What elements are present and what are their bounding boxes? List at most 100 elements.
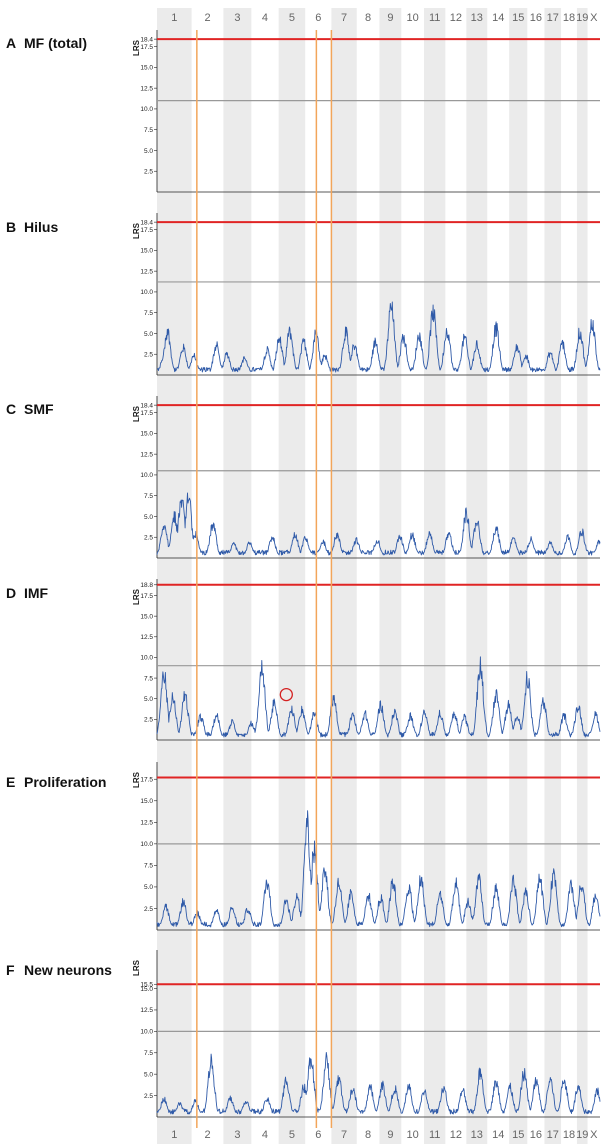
chr-label-top-3: 3 bbox=[234, 12, 240, 24]
y-tick-label: 17.5 bbox=[140, 777, 153, 784]
y-tick-label: 15.5 bbox=[140, 982, 153, 989]
chr-label-top-12: 12 bbox=[450, 12, 462, 24]
chr-label-bottom-3: 3 bbox=[234, 1129, 240, 1141]
chr-label-bottom-15: 15 bbox=[512, 1129, 524, 1141]
lrs-trace bbox=[156, 810, 601, 928]
chr-label-bottom-19: 19 bbox=[576, 1129, 588, 1141]
chr-label-bottom-12: 12 bbox=[450, 1129, 462, 1141]
y-tick-label: 15.0 bbox=[140, 986, 153, 993]
y-axis-label: LRS bbox=[132, 588, 141, 605]
chr-label-bottom-13: 13 bbox=[471, 1129, 483, 1141]
y-tick-label: 12.5 bbox=[140, 268, 153, 275]
y-tick-label: 5.0 bbox=[144, 696, 153, 703]
chromosome-labels-bottom: 1 2 3 4 5 6 7 8 9 10 11 12 13 14 15 16 17 18 19 X bbox=[171, 1129, 598, 1141]
y-tick-label: 17.5 bbox=[140, 410, 153, 417]
y-tick-label: 15.0 bbox=[140, 613, 153, 620]
y-tick-label: 17.5 bbox=[140, 593, 153, 600]
y-tick-label: 7.5 bbox=[144, 493, 153, 500]
chr-label-bottom-14: 14 bbox=[492, 1129, 504, 1141]
y-tick-label: 18.4 bbox=[140, 36, 153, 43]
y-tick-label: 12.5 bbox=[140, 634, 153, 641]
panel-hilus: B Hilus LRS 2.5 5.0 7.5 10.0 12.5 15.0 17.518.4 bbox=[6, 213, 601, 376]
chromosome-bands bbox=[157, 8, 588, 1144]
chr-label-bottom-6: 6 bbox=[315, 1129, 321, 1141]
lrs-trace bbox=[156, 1051, 601, 1115]
y-tick-label: 2.5 bbox=[144, 169, 153, 176]
chromosome-band-17 bbox=[544, 8, 562, 1144]
y-axis-label: LRS bbox=[132, 39, 141, 56]
panel-title: SMF bbox=[24, 401, 54, 417]
y-tick-label: 17.5 bbox=[140, 44, 153, 51]
chromosome-band-19 bbox=[576, 8, 588, 1144]
chr-label-top-14: 14 bbox=[492, 12, 504, 24]
panels: A MF (total) LRS2.55.07.510.012.515.017.51… bbox=[6, 30, 601, 1118]
chromosome-band-15 bbox=[509, 8, 528, 1144]
chr-label-top-1: 1 bbox=[171, 12, 177, 24]
y-tick-label: 10.0 bbox=[140, 289, 153, 296]
lrs-trace bbox=[156, 492, 601, 556]
panel-letter: F bbox=[6, 962, 15, 978]
chromosome-band-13 bbox=[466, 8, 488, 1144]
panel-title: MF (total) bbox=[24, 35, 87, 51]
y-tick-label: 12.5 bbox=[140, 1007, 153, 1014]
chr-label-top-16: 16 bbox=[530, 12, 542, 24]
y-tick-label: 5.0 bbox=[144, 884, 153, 891]
y-tick-label: 15.0 bbox=[140, 798, 153, 805]
y-axis-label: LRS bbox=[132, 771, 141, 788]
chr-label-top-15: 15 bbox=[512, 12, 524, 24]
panel-title: Proliferation bbox=[24, 774, 106, 790]
panel-title: Hilus bbox=[24, 219, 58, 235]
panel-letter: B bbox=[6, 219, 16, 235]
panel-mf-total: A MF (total) LRS 2.5 5.0 7.5 10.0 12.5 15.0 17.51… bbox=[6, 30, 600, 193]
chr-label-top-18: 18 bbox=[563, 12, 575, 24]
y-tick-label: 5.0 bbox=[144, 1071, 153, 1078]
chromosome-labels-top: 1 2 3 4 5 6 7 8 9 10 11 12 13 14 15 16 17 18 19 X bbox=[171, 12, 598, 24]
chr-label-bottom-17: 17 bbox=[547, 1129, 559, 1141]
chr-label-top-X: X bbox=[590, 12, 598, 24]
y-tick-label: 7.5 bbox=[144, 127, 153, 134]
y-axis-label: LRS bbox=[132, 405, 141, 422]
chr-label-bottom-1: 1 bbox=[171, 1129, 177, 1141]
y-tick-label: 15.0 bbox=[140, 431, 153, 438]
chr-label-bottom-7: 7 bbox=[341, 1129, 347, 1141]
chromosome-band-11 bbox=[424, 8, 446, 1144]
panel-letter: E bbox=[6, 774, 15, 790]
panel-title: IMF bbox=[24, 585, 49, 601]
y-tick-label: 10.0 bbox=[140, 472, 153, 479]
chromosome-band-1 bbox=[157, 8, 192, 1144]
panel-letter: C bbox=[6, 401, 16, 417]
y-tick-label: 5.0 bbox=[144, 331, 153, 338]
chr-label-top-4: 4 bbox=[262, 12, 268, 24]
y-tick-label: 2.5 bbox=[144, 717, 153, 724]
chr-label-bottom-10: 10 bbox=[407, 1129, 419, 1141]
chr-label-top-19: 19 bbox=[576, 12, 588, 24]
chr-label-top-13: 13 bbox=[471, 12, 483, 24]
chr-label-bottom-X: X bbox=[590, 1129, 598, 1141]
chr-label-bottom-5: 5 bbox=[289, 1129, 295, 1141]
chr-label-top-8: 8 bbox=[365, 12, 371, 24]
y-tick-label: 12.5 bbox=[140, 820, 153, 827]
panel-letter: D bbox=[6, 585, 16, 601]
y-tick-label: 18.4 bbox=[140, 219, 153, 226]
y-tick-label: 15.0 bbox=[140, 248, 153, 255]
chr-label-top-10: 10 bbox=[407, 12, 419, 24]
y-tick-label: 18.8 bbox=[140, 582, 153, 589]
y-tick-label: 2.5 bbox=[144, 906, 153, 913]
chr-label-bottom-8: 8 bbox=[365, 1129, 371, 1141]
y-axis-label: LRS bbox=[132, 222, 141, 239]
y-tick-label: 10.0 bbox=[140, 1029, 153, 1036]
lrs-trace bbox=[156, 301, 601, 373]
highlight-circle bbox=[279, 687, 293, 702]
chr-label-top-9: 9 bbox=[387, 12, 393, 24]
panel-letter: A bbox=[6, 35, 16, 51]
chr-label-top-11: 11 bbox=[429, 12, 440, 24]
chromosome-band-7 bbox=[331, 8, 357, 1144]
chromosome-band-9 bbox=[379, 8, 402, 1144]
chromosome-band-3 bbox=[223, 8, 252, 1144]
y-tick-label: 12.5 bbox=[140, 451, 153, 458]
y-tick-label: 17.5 bbox=[140, 227, 153, 234]
chromosome-band-5 bbox=[278, 8, 306, 1144]
y-tick-label: 5.0 bbox=[144, 148, 153, 155]
chr-label-top-2: 2 bbox=[204, 12, 210, 24]
y-tick-label: 7.5 bbox=[144, 863, 153, 870]
